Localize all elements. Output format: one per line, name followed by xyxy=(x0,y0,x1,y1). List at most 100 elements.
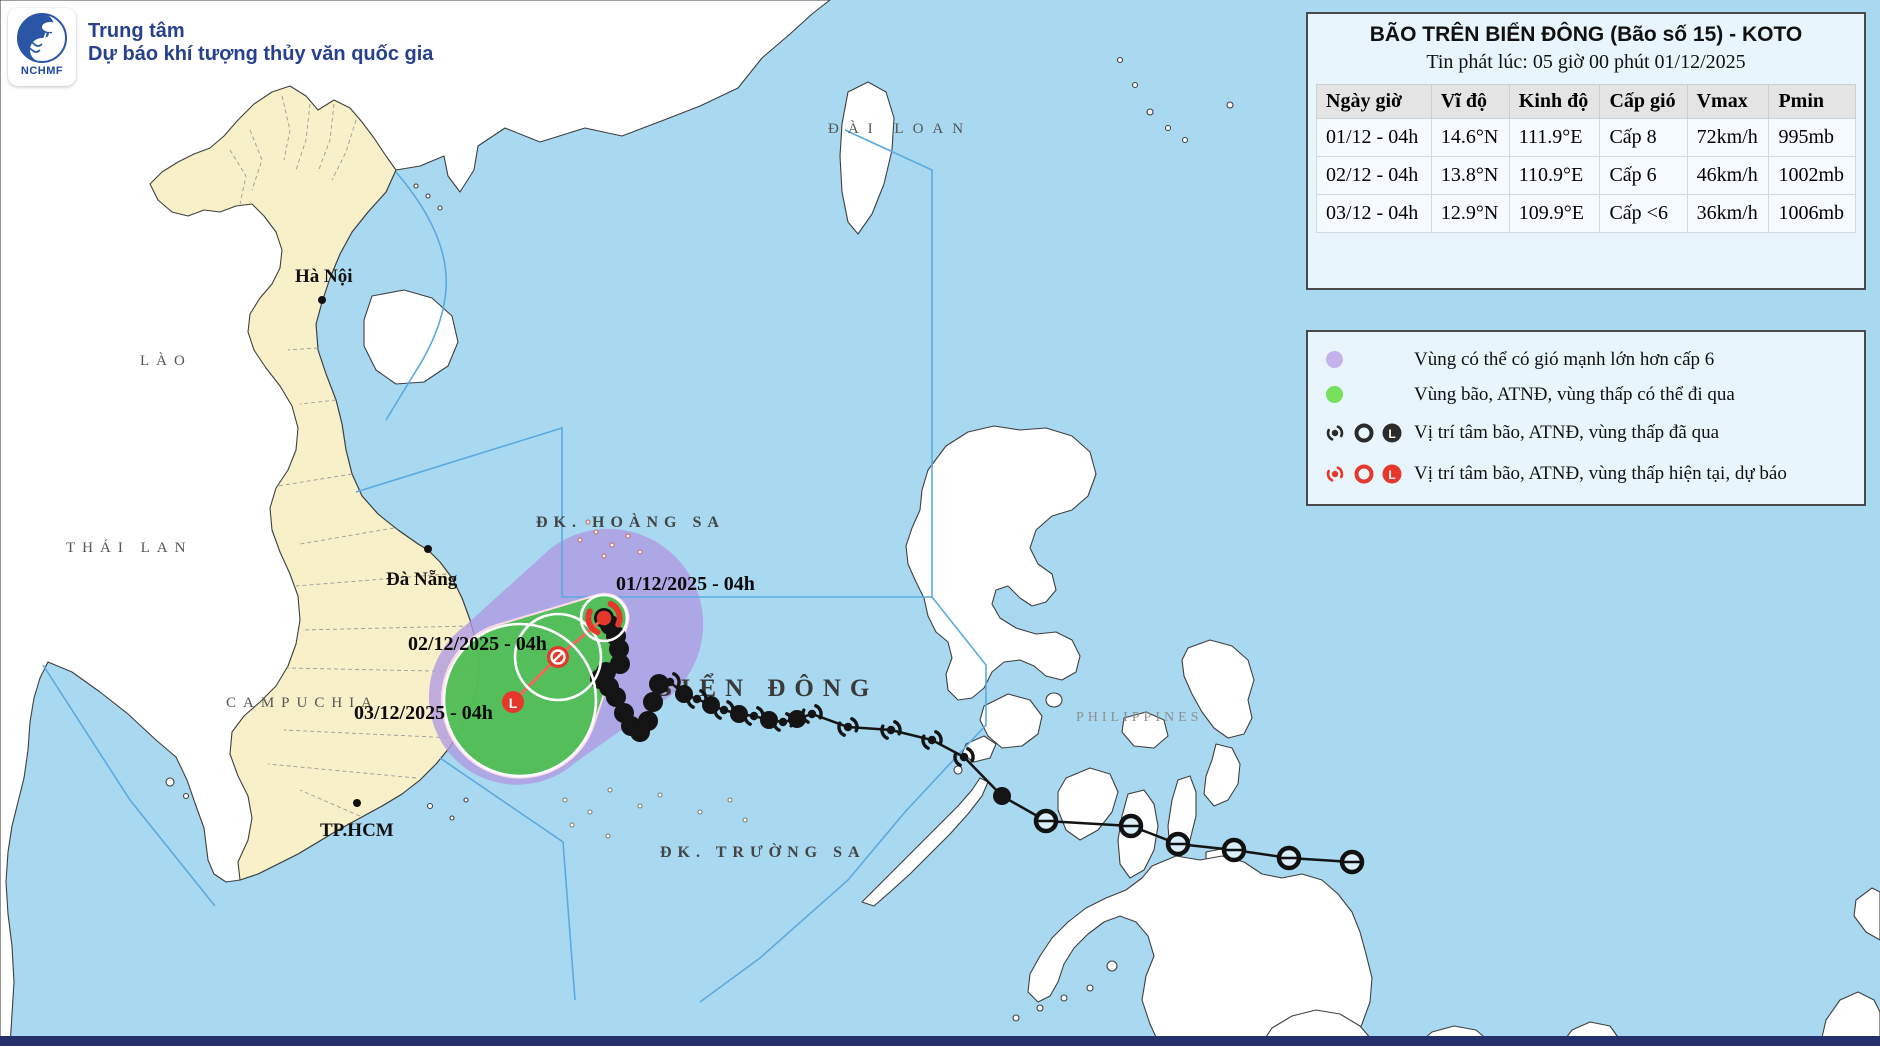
track-date-labels: 01/12/2025 - 04h 02/12/2025 - 04h 03/12/… xyxy=(354,573,755,724)
legend-row-storm-area: Vùng bão, ATNĐ, vùng thấp có thể đi qua xyxy=(1308,384,1864,406)
forecast-cell: 14.6°N xyxy=(1430,118,1510,157)
past-position-dot xyxy=(675,685,693,703)
city-dot-hcmc xyxy=(353,799,361,807)
purple-area-icon xyxy=(1308,351,1414,368)
forecast-row: 01/12 - 04h 14.6°N 111.9°E Cấp 8 72km/h 995mb xyxy=(1316,118,1856,157)
forecast-cell: 995mb xyxy=(1768,118,1856,157)
forecast-uncertainty-circle xyxy=(513,612,603,702)
label-hcmc: TP.HCM xyxy=(320,820,394,841)
country-vietnam xyxy=(149,85,480,881)
label-taiwan: ĐÀI LOAN xyxy=(828,120,972,137)
column-header: Ngày giờ xyxy=(1316,84,1432,119)
forecast-cell: Cấp 6 xyxy=(1599,156,1688,195)
legend-label: Vị trí tâm bão, ATNĐ, vùng thấp đã qua xyxy=(1414,421,1720,443)
past-position-dot xyxy=(702,696,720,714)
past-position-dot xyxy=(643,692,663,712)
storm-area-green xyxy=(440,592,630,779)
forecast-row: 02/12 - 04h 13.8°N 110.9°E Cấp 6 46km/h 1002m… xyxy=(1316,156,1856,195)
green-area-icon xyxy=(1308,386,1414,403)
forecast-cell: 03/12 - 04h xyxy=(1316,194,1432,233)
nchmf-logo-text: NCHMF xyxy=(20,65,64,77)
svg-text:L: L xyxy=(1388,427,1395,441)
forecast-cell: 46km/h xyxy=(1686,156,1770,195)
island-taiwan xyxy=(839,81,895,235)
column-header: Cấp gió xyxy=(1599,84,1688,119)
map-labels: LÀO THÁI LAN CAMPUCHIA ĐÀI LOAN PHILIPPI… xyxy=(66,120,1202,861)
label-cambodia: CAMPUCHIA xyxy=(226,695,379,711)
island-hainan xyxy=(363,289,459,385)
forecast-cell: 109.9°E xyxy=(1508,194,1601,233)
nchmf-logo-card: NCHMF xyxy=(8,8,76,86)
legend-label: Vị trí tâm bão, ATNĐ, vùng thấp hiện tại… xyxy=(1414,462,1787,484)
org-title: Trung tâm Dự báo khí tượng thủy văn quốc… xyxy=(88,20,433,66)
date-label-current: 01/12/2025 - 04h xyxy=(616,573,755,595)
label-philippines: PHILIPPINES xyxy=(1076,710,1202,725)
past-position-dot xyxy=(730,705,748,723)
city-dot-danang xyxy=(424,545,432,553)
past-position-dot xyxy=(609,639,629,659)
islets-spratly xyxy=(562,787,748,839)
legend-row-past-position: L Vị trí tâm bão, ATNĐ, vùng thấp đã qua xyxy=(1308,419,1864,447)
island-mindanao xyxy=(1027,855,1373,1046)
forecast-uncertainty-circle xyxy=(579,593,629,643)
forecast-low-marker xyxy=(502,691,524,713)
legend-panel: Vùng có thể có gió mạnh lớn hơn cấp 6 Vù… xyxy=(1306,330,1866,506)
label-hanoi: Hà Nội xyxy=(295,266,353,287)
storm-info-issued: Tin phát lúc: 05 giờ 00 phút 01/12/2025 xyxy=(1426,51,1746,73)
maritime-boundaries xyxy=(42,129,987,1003)
label-danang: Đà Nẵng xyxy=(386,569,458,590)
forecast-cell: Cấp <6 xyxy=(1599,194,1688,233)
forecast-cell: 02/12 - 04h xyxy=(1316,156,1432,195)
svg-text:L: L xyxy=(1388,468,1395,482)
forecast-cell: 12.9°N xyxy=(1430,194,1510,233)
column-header: Kinh độ xyxy=(1508,84,1601,119)
islets xyxy=(577,519,643,559)
forecast-table: Ngày giờ Vĩ độ Kinh độ Cấp gió Vmax Pmin 01/1… xyxy=(1316,84,1856,233)
past-position-dot xyxy=(638,711,658,731)
label-laos: LÀO xyxy=(140,352,192,369)
label-thailand: THÁI LAN xyxy=(66,539,192,556)
storm-track: L xyxy=(442,593,1365,875)
forecast-center-slash xyxy=(552,651,564,663)
legend-label: Vùng bão, ATNĐ, vùng thấp có thể đi qua xyxy=(1414,383,1735,405)
column-header: Vmax xyxy=(1686,84,1770,119)
past-position-icons: L xyxy=(1308,419,1414,447)
city-labels: Hà Nội Đà Nẵng TP.HCM xyxy=(295,266,458,841)
label-spratly: ĐK. TRƯỜNG SA xyxy=(660,842,866,861)
storm-info-title: BÃO TRÊN BIỂN ĐÔNG (Bão số 15) - KOTO xyxy=(1369,23,1803,46)
column-header: Vĩ độ xyxy=(1430,84,1510,119)
province-borders xyxy=(229,95,479,817)
org-title-line2: Dự báo khí tượng thủy văn quốc gia xyxy=(88,43,434,65)
forecast-cell: 13.8°N xyxy=(1430,156,1510,195)
forecast-cell: Cấp 8 xyxy=(1599,118,1688,157)
column-header: Pmin xyxy=(1768,84,1856,119)
forecast-cell: 01/12 - 04h xyxy=(1316,118,1432,157)
forecast-position-icons: L xyxy=(1308,460,1414,488)
legend-row-wind-area: Vùng có thể có gió mạnh lớn hơn cấp 6 xyxy=(1308,349,1864,371)
forecast-cell: 111.9°E xyxy=(1508,118,1601,157)
legend-row-forecast-position: L Vị trí tâm bão, ATNĐ, vùng thấp hiện t… xyxy=(1308,460,1864,488)
bottom-strip xyxy=(0,1036,1880,1046)
past-position-dot xyxy=(606,687,626,707)
forecast-table-head-row: Ngày giờ Vĩ độ Kinh độ Cấp gió Vmax Pmin xyxy=(1316,84,1856,119)
forecast-row: 03/12 - 04h 12.9°N 109.9°E Cấp <6 36km/h 1006… xyxy=(1316,194,1856,233)
forecast-center-ring xyxy=(550,649,566,665)
date-label-48h: 03/12/2025 - 04h xyxy=(354,702,493,724)
org-title-line1: Trung tâm xyxy=(88,20,185,42)
storm-info-panel: BÃO TRÊN BIỂN ĐÔNG (Bão số 15) - KOTO Ti… xyxy=(1306,12,1866,290)
nchmf-logo-icon xyxy=(17,13,67,63)
island-luzon xyxy=(905,425,1097,701)
date-label-24h: 02/12/2025 - 04h xyxy=(408,633,547,655)
label-paracel: ĐK. HOÀNG SA xyxy=(536,512,725,531)
forecast-cell: 36km/h xyxy=(1686,194,1770,233)
typhoon-ring-low-icons-red: L xyxy=(1324,462,1402,485)
forecast-uncertainty-circle xyxy=(442,622,598,778)
forecast-cell: 72km/h xyxy=(1686,118,1770,157)
forecast-cell: 1006mb xyxy=(1768,194,1856,233)
forecast-low-letter: L xyxy=(509,695,518,711)
past-position-dot xyxy=(993,787,1011,805)
city-dot-hanoi xyxy=(318,296,326,304)
legend-label: Vùng có thể có gió mạnh lớn hơn cấp 6 xyxy=(1414,348,1715,370)
